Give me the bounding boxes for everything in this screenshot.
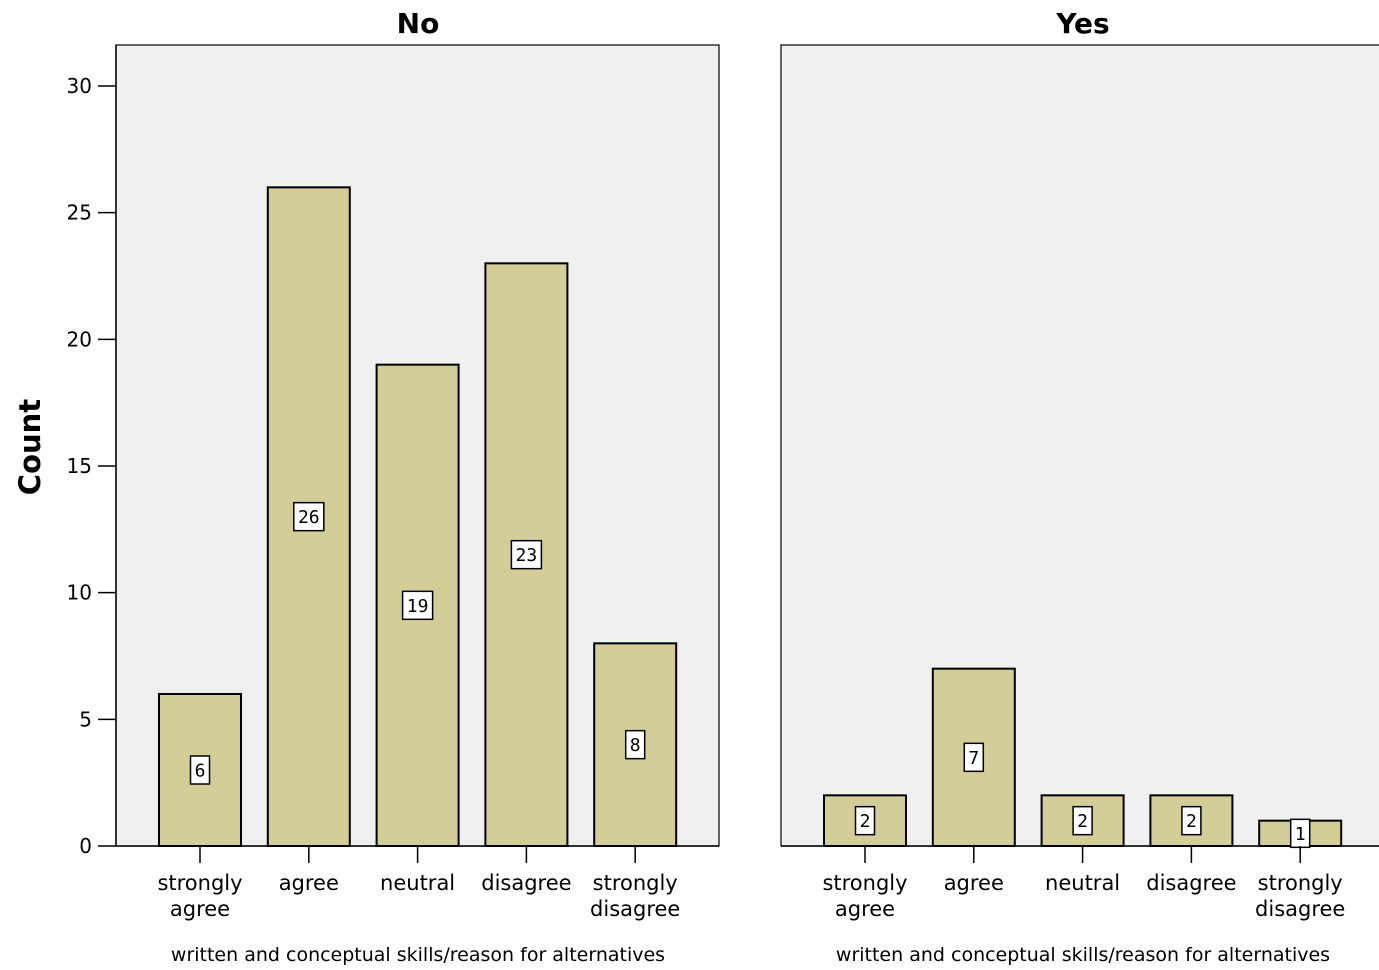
- x-tick-label: agree: [170, 897, 230, 921]
- x-tick-label: agree: [944, 871, 1004, 895]
- x-axis-label: written and conceptual skills/reason for…: [171, 944, 665, 966]
- data-label-box: [401, 590, 434, 621]
- x-tick-label: disagree: [590, 897, 680, 921]
- data-label-box: [854, 805, 876, 836]
- y-tick-label: 15: [67, 454, 92, 478]
- data-label: 8: [630, 735, 641, 756]
- data-label-box: [963, 742, 985, 773]
- data-label-box: [624, 729, 646, 760]
- y-axis-label: Count: [13, 399, 47, 495]
- x-tick-label: strongly: [1258, 871, 1343, 895]
- x-tick-label: strongly: [593, 871, 678, 895]
- data-label: 26: [298, 507, 320, 528]
- y-tick-label: 5: [79, 707, 92, 731]
- x-tick-label: neutral: [380, 871, 455, 895]
- panel-background: [780, 44, 1379, 847]
- data-label: 2: [1186, 811, 1197, 832]
- data-label-box: [1181, 805, 1202, 836]
- x-tick-label: agree: [279, 871, 339, 895]
- y-tick-label: 10: [67, 581, 92, 605]
- data-label: 2: [1077, 811, 1088, 832]
- y-tick-label: 20: [67, 327, 92, 351]
- data-label-box: [293, 501, 325, 532]
- x-tick-label: strongly: [157, 871, 242, 895]
- data-label-box: [1072, 805, 1093, 836]
- data-label: 1: [1295, 824, 1306, 845]
- data-label: 19: [407, 596, 429, 617]
- x-tick-label: neutral: [1045, 871, 1120, 895]
- data-label: 2: [860, 811, 871, 832]
- x-tick-label: agree: [835, 897, 895, 921]
- x-tick-label: disagree: [1146, 871, 1236, 895]
- data-label: 6: [195, 761, 206, 782]
- x-tick-label: disagree: [481, 871, 571, 895]
- data-label: 23: [516, 545, 538, 566]
- data-label-box: [189, 755, 211, 785]
- y-tick-label: 25: [67, 201, 92, 225]
- x-axis-label: written and conceptual skills/reason for…: [836, 944, 1330, 966]
- y-tick-label: 0: [79, 834, 92, 858]
- data-label: 7: [968, 748, 979, 769]
- x-tick-label: strongly: [822, 871, 907, 895]
- x-tick-label: disagree: [1255, 897, 1345, 921]
- panel-title: No: [397, 7, 440, 40]
- data-label-box: [510, 539, 543, 570]
- panel-title: Yes: [1055, 7, 1109, 40]
- y-tick-label: 30: [67, 74, 92, 98]
